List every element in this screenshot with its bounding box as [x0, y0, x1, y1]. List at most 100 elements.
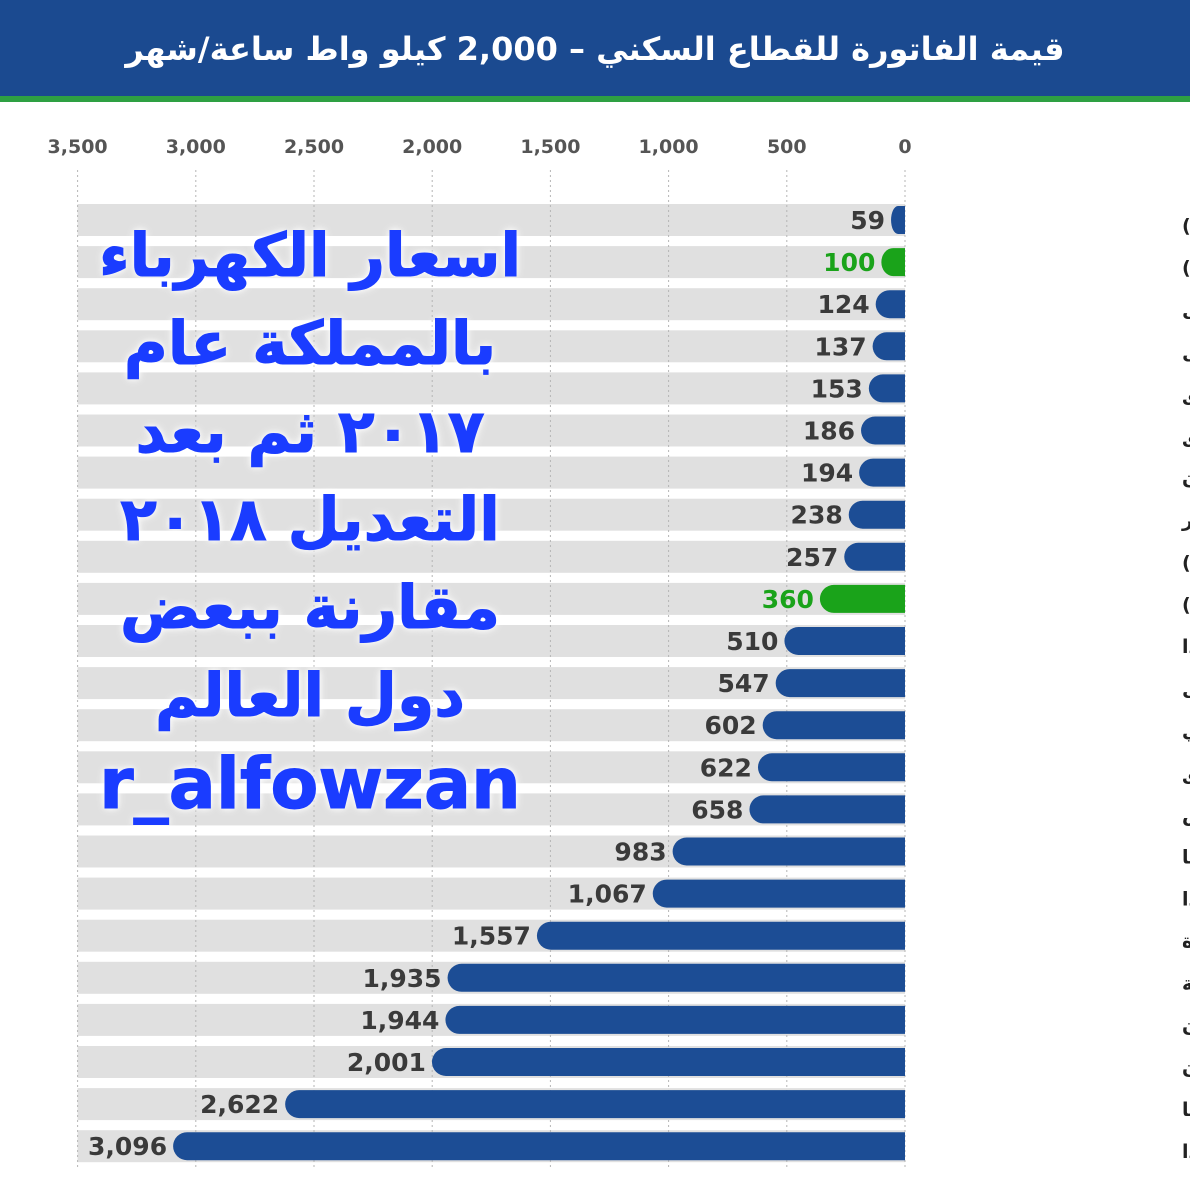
bar	[672, 837, 905, 866]
data-label: 658	[691, 795, 743, 824]
header-accent-rule	[0, 96, 1190, 102]
bar	[861, 416, 905, 445]
category-label: السعودية (٢٠١٧)	[1182, 257, 1190, 279]
category-label: أبوظبي (المواطنون) – فلل	[1182, 339, 1190, 363]
bar	[891, 206, 905, 234]
bar	[173, 1132, 906, 1161]
row-band	[77, 330, 906, 363]
row-band	[77, 414, 906, 447]
data-label: 2,001	[347, 1048, 426, 1077]
data-label: 1,067	[568, 880, 647, 909]
x-tick-label: 3,500	[48, 136, 108, 158]
data-label: 2,622	[200, 1090, 279, 1119]
data-label: 124	[817, 290, 869, 319]
data-label: 1,944	[360, 1006, 439, 1035]
row-band	[77, 498, 906, 531]
overlay-line-2: بالمملكة عام	[123, 309, 497, 380]
x-tick-label: 1,000	[639, 136, 699, 158]
category-label: الأردن	[1182, 1056, 1190, 1079]
bar	[431, 1048, 905, 1076]
row-band	[77, 582, 906, 615]
overlay-handle: r_alfowzan	[99, 743, 522, 826]
data-label: 186	[803, 417, 855, 446]
x-tick-label: 0	[898, 136, 911, 158]
x-tick-label: 2,000	[402, 136, 462, 158]
row-band	[77, 667, 906, 700]
chart-title: قيمة الفاتورة للقطاع السكني – 2,000 كيلو…	[125, 30, 1065, 68]
bar	[784, 627, 905, 655]
bar	[819, 584, 905, 613]
overlay-line-1: اسعار الكهرباء	[98, 221, 522, 292]
data-label: 547	[718, 669, 770, 698]
bar	[749, 795, 905, 824]
category-label: ألمانيا	[1182, 1097, 1190, 1121]
bar	[285, 1090, 905, 1119]
data-label: 622	[700, 753, 752, 782]
category-label: دبي	[1182, 720, 1190, 742]
data-label: 360	[762, 585, 814, 614]
x-tick-label: 500	[767, 136, 807, 158]
x-tick-label: 1,500	[520, 136, 580, 158]
row-band	[77, 288, 906, 321]
data-label: 194	[801, 459, 853, 488]
bar	[536, 921, 905, 950]
data-label: 983	[614, 838, 666, 867]
data-label: 137	[814, 332, 866, 361]
bar	[875, 290, 905, 319]
category-label: استراليا	[1182, 847, 1190, 869]
category-label: البحرين (المقيمون)	[1182, 552, 1190, 574]
category-label: كوريا الجنوبية	[1182, 973, 1190, 995]
value-labels: 59 100 124 137 153 186 194 238 257 360 510 547 602 62…	[88, 206, 885, 1161]
category-label: أبوظبي (المواطنون) – شقق	[1182, 381, 1190, 405]
overlay-line-4: التعديل ٢٠١٨	[120, 485, 501, 556]
bar	[762, 711, 905, 740]
category-label: أبو ظبي (المقيمون) – شقق	[1182, 760, 1190, 784]
overlay-line-5: مقارنة ببعض	[120, 573, 501, 644]
bar	[447, 963, 905, 992]
row-band	[77, 456, 906, 489]
data-label: 602	[704, 711, 756, 740]
header-bar	[0, 0, 1190, 96]
bars	[173, 206, 906, 1161]
category-label: السعودية (٢٠١٨)	[1182, 594, 1190, 616]
data-label: 257	[786, 543, 838, 572]
overlay-line-6: دول العالم	[154, 661, 466, 732]
category-label: الكويت – فلل	[1182, 299, 1190, 321]
category-label: أبو ظبي (المقيمون) – فلل	[1182, 676, 1190, 700]
category-label: عمان	[1182, 468, 1190, 490]
row-band	[77, 246, 906, 279]
data-label: 1,557	[452, 922, 531, 951]
row-band	[77, 625, 906, 657]
row-band	[77, 372, 906, 405]
bar	[868, 374, 905, 403]
data-label: 3,096	[88, 1132, 167, 1161]
row-band	[77, 204, 906, 236]
category-label: كندا	[1182, 636, 1190, 658]
category-label: الكويت – شقق	[1182, 426, 1190, 448]
bar	[881, 248, 905, 277]
overlay-line-3: ٢٠١٧ ثم بعد	[135, 397, 485, 468]
category-label: نيوزلندا	[1182, 1141, 1190, 1163]
row-band	[77, 540, 906, 573]
data-label: 100	[823, 248, 875, 277]
bar	[859, 458, 905, 487]
bar	[872, 332, 905, 361]
bar	[775, 669, 905, 698]
data-label: 1,935	[362, 964, 441, 993]
data-label: 59	[850, 206, 885, 235]
category-label: مصر	[1181, 510, 1190, 532]
data-label: 153	[811, 374, 863, 403]
category-label: المملكة المتحدة	[1182, 931, 1190, 953]
bar	[848, 500, 905, 529]
bar	[445, 1005, 905, 1034]
category-label: اليابان	[1182, 1015, 1190, 1037]
category-label: البحرين (المواطنون)	[1182, 215, 1190, 237]
category-labels: البحرين (المواطنون) السعودية (٢٠١٧) الكويت…	[1181, 215, 1190, 1163]
x-tick-label: 2,500	[284, 136, 344, 158]
x-axis-ticks: 0 500 1,000 1,500 2,000 2,500 3,000 3,500	[48, 136, 912, 158]
overlay-caption: اسعار الكهرباء بالمملكة عام ٢٠١٧ ثم بعد …	[60, 212, 560, 828]
bar	[844, 542, 905, 571]
category-label: الولايات المتحدة – تاكساس	[1182, 804, 1190, 826]
x-tick-label: 3,000	[166, 136, 226, 158]
